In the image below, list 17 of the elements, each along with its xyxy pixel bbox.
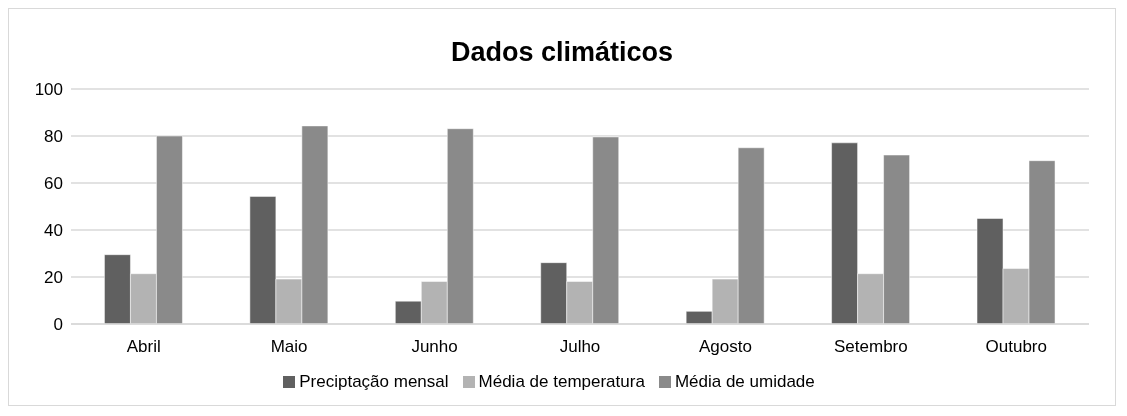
chart-title: Dados climáticos [449,37,675,69]
x-tick-label: Junho [411,337,458,357]
legend-label: Média de temperatura [478,372,645,392]
x-tick-label: Agosto [698,337,752,357]
y-tick-label: 100 [34,80,63,100]
y-tick-label: 60 [44,174,63,194]
y-tick-label: 80 [44,127,63,147]
y-tick-label: 0 [53,315,63,335]
y-tick-label: 40 [44,221,63,241]
x-tick-label: Setembro [834,337,908,357]
x-tick-label: Abril [126,337,161,357]
x-tick-label: Maio [270,337,308,357]
legend-label: Média de umidade [674,372,815,392]
y-tick-label: 20 [44,268,63,288]
x-tick-label: Julho [559,337,601,357]
x-tick-label: Outubro [985,337,1047,357]
legend-label: Preciptação mensal [299,372,449,392]
